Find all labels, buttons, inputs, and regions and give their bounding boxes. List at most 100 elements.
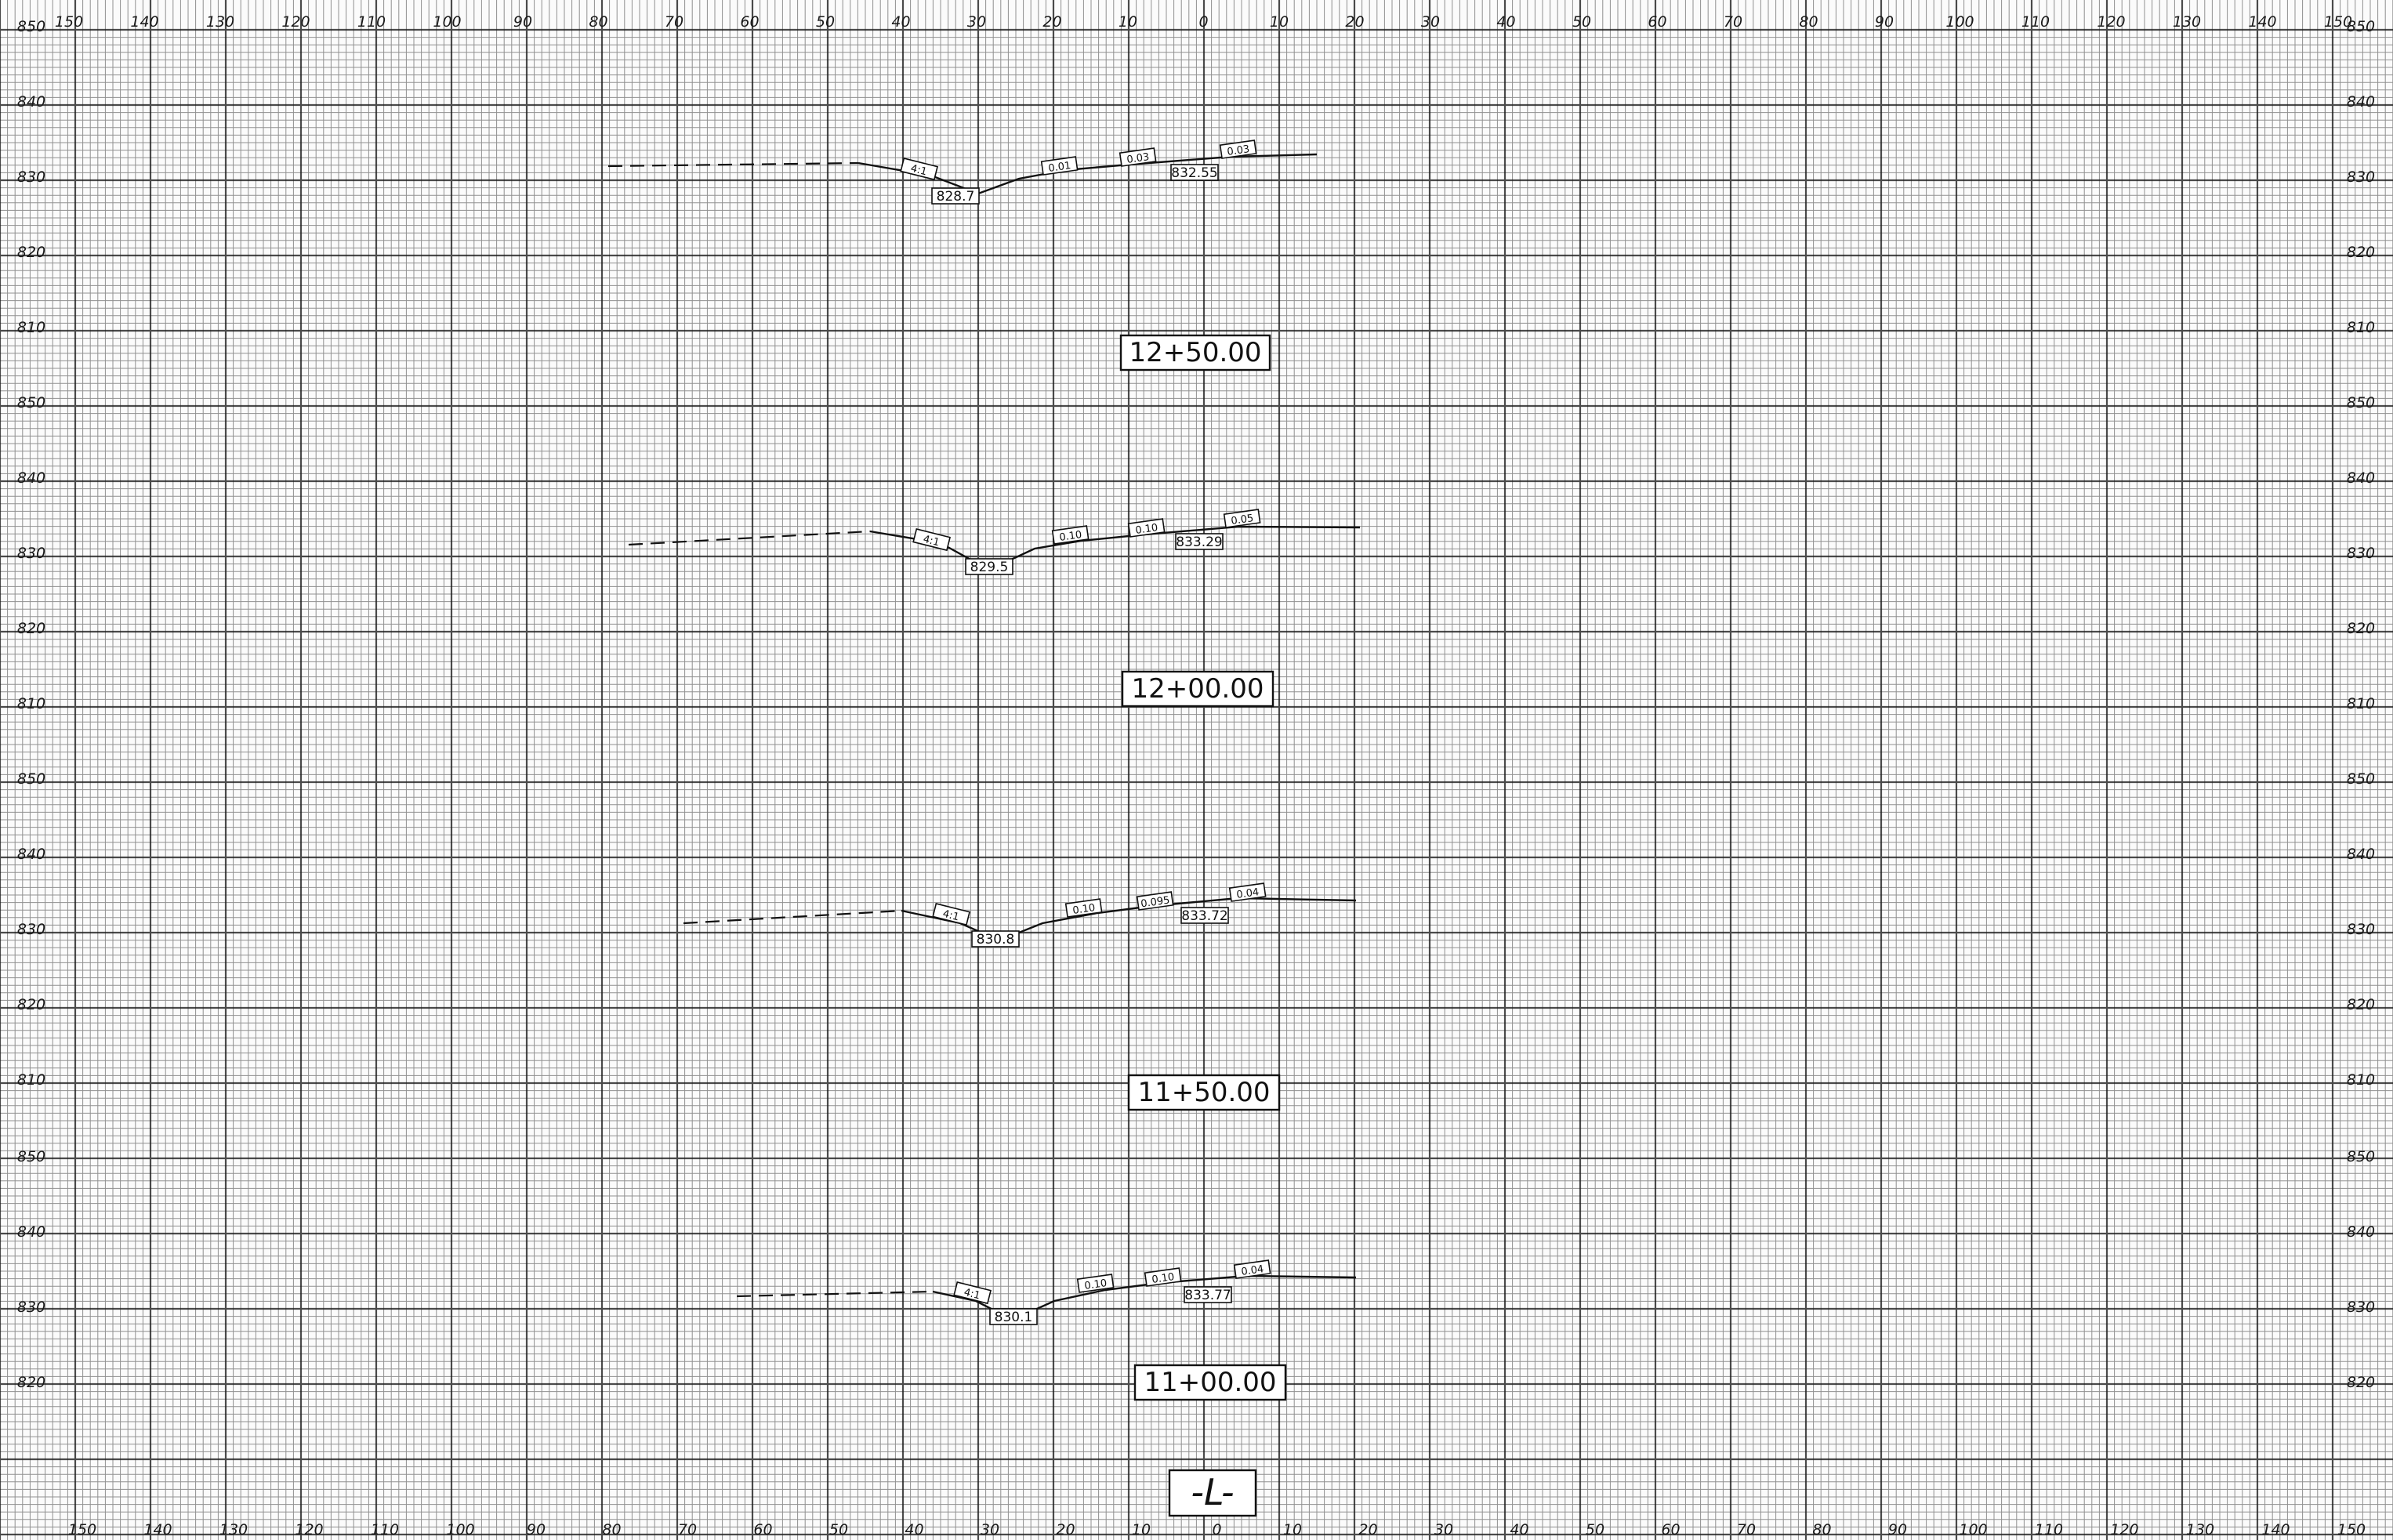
x-tick-label-bottom: 80 bbox=[1812, 1521, 1831, 1538]
y-tick-label-left: 820 bbox=[17, 620, 45, 637]
y-tick-label-right: 830 bbox=[2347, 1299, 2375, 1316]
slope-label-box bbox=[1144, 1267, 1182, 1287]
x-tick-label-bottom: 20 bbox=[1358, 1521, 1377, 1538]
slope-label: 0.03 bbox=[1227, 143, 1251, 158]
x-tick-label-bottom: 40 bbox=[905, 1521, 923, 1538]
x-tick-label-top: 80 bbox=[589, 13, 607, 31]
cross-section: 850 840 830 820 850 840 830 820 4:1 0.10 0.10 0.04 8… bbox=[17, 1148, 2375, 1401]
x-tick-label-top: 60 bbox=[740, 13, 759, 31]
station-label-box bbox=[1119, 334, 1271, 371]
cross-section: 850 840 830 820 810 850 840 830 820 810 4:1 0.10 0.0… bbox=[17, 770, 2375, 1111]
x-tick-label-top: 40 bbox=[891, 13, 910, 31]
alignment-label: -L- bbox=[1191, 1471, 1234, 1513]
x-tick-label-bottom: 70 bbox=[678, 1521, 697, 1538]
elevation-label-box bbox=[989, 1308, 1038, 1325]
x-tick-label-bottom: 150 bbox=[68, 1521, 96, 1538]
slope-label-box bbox=[900, 158, 938, 181]
x-tick-label-top: 30 bbox=[967, 13, 986, 31]
x-tick-label-bottom: 60 bbox=[1661, 1521, 1680, 1538]
proposed-section-line bbox=[869, 525, 1361, 571]
elevation-label: 833.77 bbox=[1184, 1288, 1231, 1303]
x-tick-label-top: 110 bbox=[2021, 13, 2050, 31]
x-tick-label-bottom: 10 bbox=[1132, 1521, 1151, 1538]
y-tick-label-left: 830 bbox=[17, 545, 45, 562]
slope-label-box bbox=[1064, 898, 1103, 918]
y-tick-label-left: 850 bbox=[17, 18, 45, 35]
elevation-label-box bbox=[1175, 533, 1224, 550]
y-tick-label-right: 830 bbox=[2347, 921, 2375, 938]
elevation-label: 833.29 bbox=[1176, 534, 1222, 550]
x-tick-label-top: 100 bbox=[433, 13, 461, 31]
x-tick-label-top: 50 bbox=[1572, 13, 1591, 31]
elevation-label: 832.55 bbox=[1171, 165, 1217, 181]
x-tick-label-top: 150 bbox=[55, 13, 83, 31]
y-tick-label-left: 830 bbox=[17, 168, 45, 186]
x-tick-label-bottom: 70 bbox=[1737, 1521, 1756, 1538]
x-tick-label-bottom: 90 bbox=[527, 1521, 546, 1538]
slope-label: 0.10 bbox=[1135, 522, 1159, 537]
x-tick-label-top: 50 bbox=[816, 13, 835, 31]
x-tick-label-top: 110 bbox=[357, 13, 386, 31]
slope-label: 0.10 bbox=[1151, 1271, 1176, 1286]
slope-label: 4:1 bbox=[963, 1287, 981, 1303]
x-tick-label-top: 10 bbox=[1270, 13, 1289, 31]
y-tick-label-right: 840 bbox=[2347, 846, 2375, 863]
y-tick-label-left: 830 bbox=[17, 921, 45, 938]
x-tick-label-bottom: 90 bbox=[1888, 1521, 1907, 1538]
y-tick-label-left: 810 bbox=[17, 695, 45, 712]
y-tick-label-left: 820 bbox=[17, 996, 45, 1013]
x-tick-label-top: 90 bbox=[1875, 13, 1894, 31]
cross-section: 850 840 830 820 810 850 840 830 820 810 4:1 0.10 0.1… bbox=[17, 394, 2375, 712]
station-label: 11+50.00 bbox=[1137, 1077, 1270, 1108]
x-tick-label-bottom: 40 bbox=[1510, 1521, 1528, 1538]
x-tick-label-bottom: 140 bbox=[2261, 1521, 2290, 1538]
station-label: 12+00.00 bbox=[1131, 673, 1264, 705]
slope-label-box bbox=[1228, 882, 1267, 902]
y-tick-label-right: 840 bbox=[2347, 469, 2375, 487]
slope-label-box bbox=[912, 528, 951, 552]
y-tick-label-left: 840 bbox=[17, 93, 45, 111]
alignment-label-group: -L- bbox=[1168, 1469, 1257, 1517]
slope-label: 0.04 bbox=[1241, 1263, 1265, 1278]
x-tick-label-top: 150 bbox=[2324, 13, 2352, 31]
elevation-label: 830.8 bbox=[977, 932, 1015, 948]
cross-section: 850 840 830 820 810 850 840 830 820 810 4:1 0.01 0.0… bbox=[17, 18, 2375, 371]
x-tick-label-top: 60 bbox=[1648, 13, 1666, 31]
elevation-label-box bbox=[931, 187, 980, 205]
y-tick-label-right: 820 bbox=[2347, 244, 2375, 261]
elevation-label: 829.5 bbox=[970, 560, 1009, 575]
x-tick-label-top: 20 bbox=[1345, 13, 1364, 31]
x-tick-label-top: 0 bbox=[1198, 13, 1208, 31]
x-tick-label-top: 140 bbox=[2248, 13, 2276, 31]
y-tick-label-right: 850 bbox=[2347, 18, 2375, 35]
y-tick-label-left: 820 bbox=[17, 1374, 45, 1391]
elevation-label-box bbox=[971, 930, 1020, 948]
slope-label-box bbox=[932, 903, 970, 926]
slope-label: 0.10 bbox=[1084, 1277, 1108, 1292]
x-tick-label-top: 120 bbox=[281, 13, 310, 31]
y-tick-label-left: 850 bbox=[17, 1148, 45, 1165]
x-tick-label-top: 10 bbox=[1119, 13, 1137, 31]
slope-label: 0.01 bbox=[1048, 160, 1072, 175]
y-tick-label-right: 820 bbox=[2347, 620, 2375, 637]
y-tick-label-right: 850 bbox=[2347, 770, 2375, 788]
station-label: 11+00.00 bbox=[1144, 1367, 1276, 1398]
slope-label: 0.05 bbox=[1231, 513, 1255, 527]
y-tick-label-right: 830 bbox=[2347, 168, 2375, 186]
y-tick-label-left: 850 bbox=[17, 394, 45, 411]
elevation-label-box bbox=[1180, 907, 1229, 924]
y-tick-label-right: 850 bbox=[2347, 1148, 2375, 1165]
x-tick-label-bottom: 10 bbox=[1283, 1521, 1302, 1538]
y-tick-label-left: 830 bbox=[17, 1299, 45, 1316]
x-tick-label-top: 30 bbox=[1421, 13, 1440, 31]
existing-ground-line bbox=[683, 909, 902, 925]
alignment-label-box bbox=[1168, 1469, 1257, 1517]
slope-label-box bbox=[1219, 140, 1257, 159]
existing-ground-line bbox=[628, 530, 871, 546]
slope-label: 0.10 bbox=[1072, 902, 1097, 917]
x-tick-label-top: 120 bbox=[2097, 13, 2125, 31]
slope-label: 0.10 bbox=[1059, 529, 1083, 544]
station-label-box bbox=[1121, 670, 1274, 708]
x-tick-label-bottom: 80 bbox=[602, 1521, 621, 1538]
